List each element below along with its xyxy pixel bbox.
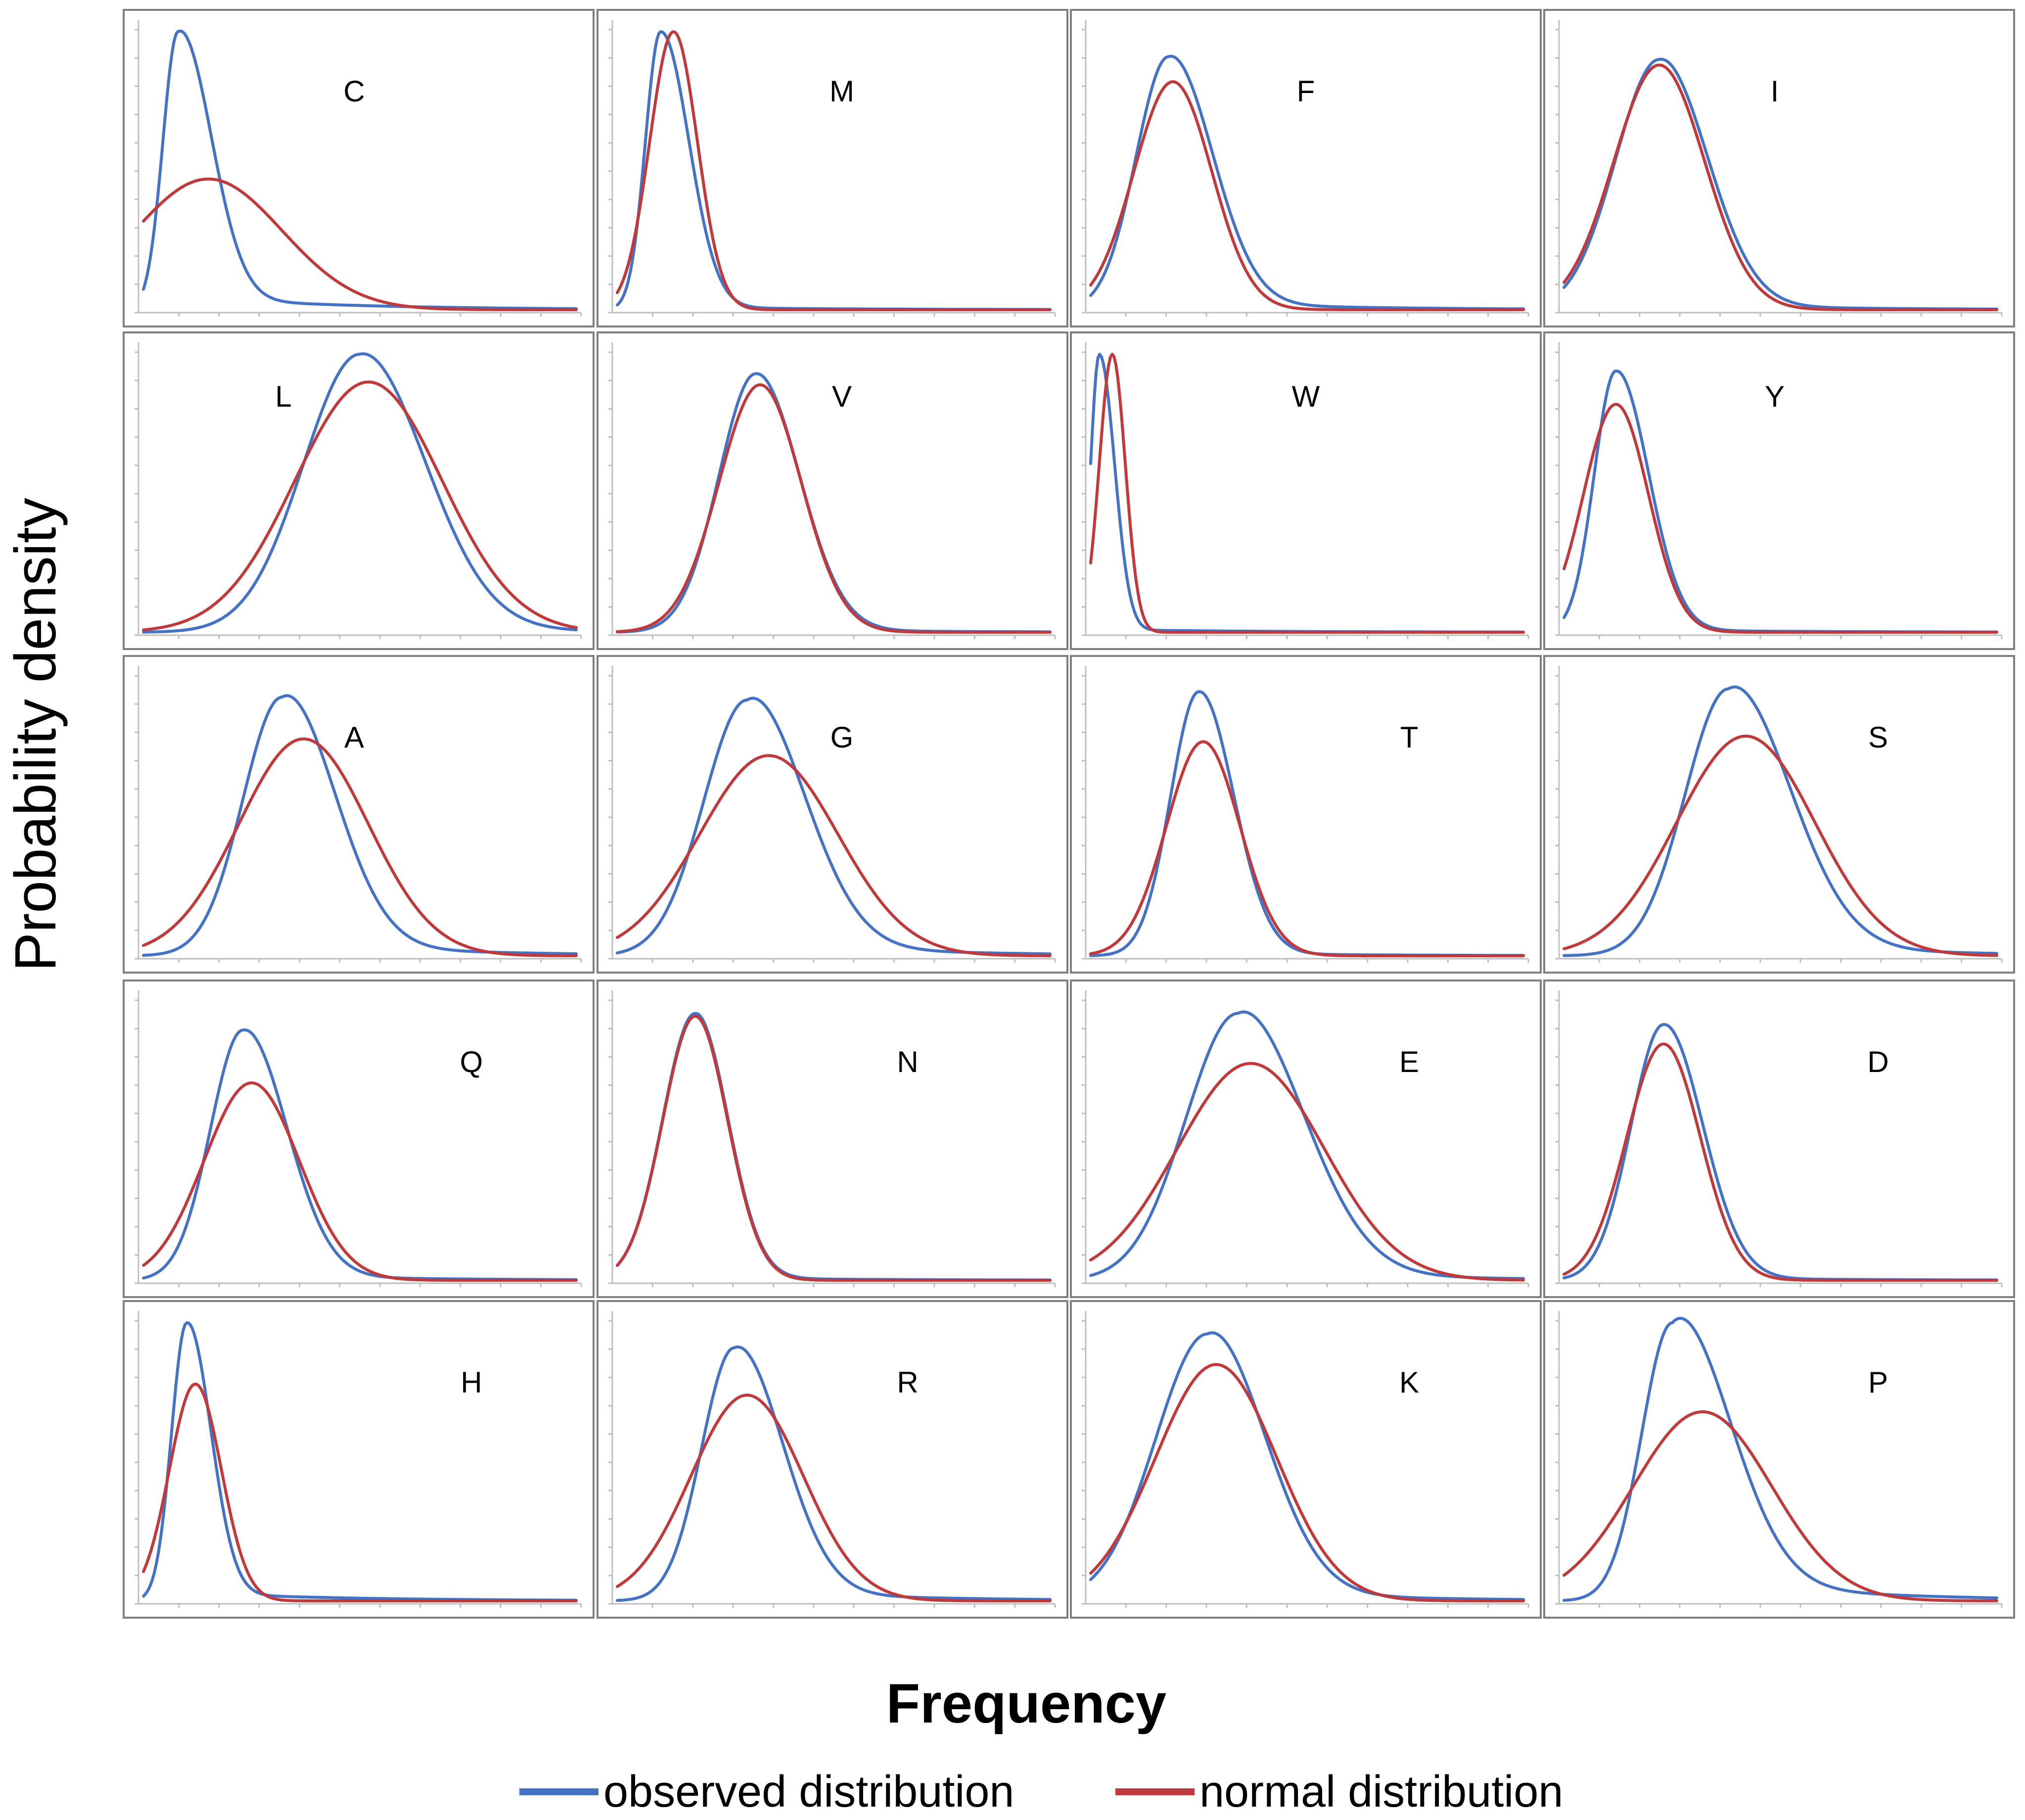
normal-curve-t — [1089, 740, 1525, 957]
panel-v: V — [597, 331, 1068, 650]
panel-frame — [1543, 655, 2015, 974]
panel-label: A — [344, 721, 364, 754]
observed-curve-k — [1089, 1331, 1525, 1601]
normal-curve-q — [142, 1081, 578, 1282]
panel-frame — [1070, 331, 1542, 650]
panel-c: C — [123, 9, 595, 327]
panel-frame — [123, 1300, 595, 1619]
panel-w: W — [1070, 331, 1542, 650]
panel-r: R — [597, 1300, 1068, 1619]
panel-label: G — [830, 721, 854, 754]
panel-frame — [597, 655, 1068, 974]
panel-n: N — [597, 980, 1068, 1298]
panel-frame — [123, 331, 595, 650]
panel-a: A — [123, 655, 595, 974]
legend-observed-label: observed distribution — [603, 1767, 1014, 1817]
panel-label: Q — [460, 1045, 483, 1078]
panel-k: K — [1070, 1300, 1542, 1619]
normal-curve-k — [1089, 1363, 1525, 1602]
panel-m: M — [597, 9, 1068, 327]
normal-curve-f — [1089, 80, 1525, 311]
panel-label: K — [1399, 1366, 1419, 1399]
normal-curve-p — [1563, 1410, 1998, 1602]
panel-f: F — [1070, 9, 1542, 327]
panel-frame — [1070, 655, 1542, 974]
observed-curve-l — [142, 352, 578, 634]
panel-y: Y — [1543, 331, 2015, 650]
panel-e: E — [1070, 980, 1542, 1298]
panel-label: S — [1868, 721, 1888, 754]
panel-s: S — [1543, 655, 2015, 974]
panel-i: I — [1543, 9, 2015, 327]
panel-frame — [597, 331, 1068, 650]
panel-t: T — [1070, 655, 1542, 974]
normal-curve-c — [142, 177, 578, 311]
panel-h: H — [123, 1300, 595, 1619]
panel-frame — [1543, 1300, 2015, 1619]
normal-curve-m — [616, 30, 1052, 311]
normal-curve-l — [142, 380, 578, 632]
y-axis-label: Probability density — [3, 498, 68, 972]
normal-curve-g — [616, 754, 1052, 957]
normal-curve-s — [1563, 735, 1998, 957]
panel-frame — [123, 655, 595, 974]
panel-label: H — [460, 1366, 482, 1399]
panel-label: V — [832, 380, 852, 413]
panel-label: I — [1771, 75, 1779, 108]
normal-curve-d — [1563, 1042, 1998, 1282]
normal-curve-e — [1089, 1062, 1525, 1282]
panel-label: F — [1297, 75, 1315, 108]
panel-l: L — [123, 331, 595, 650]
panel-frame — [1543, 9, 2015, 327]
panel-frame — [597, 980, 1068, 1298]
panels-grid: C M F I L V W Y A G T S Q N E D H R K P — [123, 9, 2015, 1619]
panel-label: Y — [1765, 380, 1785, 413]
panel-label: W — [1292, 380, 1320, 413]
legend-normal-label: normal distribution — [1199, 1767, 1563, 1817]
panel-frame — [1070, 980, 1542, 1298]
panel-label: D — [1867, 1045, 1888, 1078]
panel-label: L — [275, 380, 291, 413]
panel-frame — [597, 9, 1068, 327]
observed-curve-r — [616, 1345, 1052, 1602]
panel-label: R — [897, 1366, 918, 1399]
panel-frame — [1543, 980, 2015, 1298]
normal-curve-a — [142, 737, 578, 957]
panel-q: Q — [123, 980, 595, 1298]
observed-curve-c — [142, 29, 578, 310]
panel-frame — [1543, 331, 2015, 650]
panel-label: T — [1400, 721, 1419, 754]
panel-label: M — [829, 75, 854, 108]
normal-curve-i — [1563, 63, 1998, 311]
panel-d: D — [1543, 980, 2015, 1298]
panel-frame — [1070, 9, 1542, 327]
panel-frame — [123, 9, 595, 327]
normal-curve-w — [1089, 353, 1525, 634]
panel-frame — [1070, 1300, 1542, 1619]
normal-curve-h — [142, 1382, 578, 1602]
observed-curve-p — [1563, 1316, 1998, 1602]
panel-frame — [123, 980, 595, 1298]
normal-curve-n — [616, 1015, 1052, 1282]
legend: observed distribution normal distributio… — [519, 1767, 1563, 1817]
panel-p: P — [1543, 1300, 2015, 1619]
panel-label: E — [1399, 1045, 1419, 1078]
panel-label: C — [343, 75, 365, 108]
panel-label: P — [1868, 1366, 1888, 1399]
panel-label: N — [897, 1045, 918, 1078]
panel-g: G — [597, 655, 1068, 974]
x-axis-label: Frequency — [886, 1673, 1166, 1734]
normal-curve-v — [616, 383, 1052, 634]
normal-curve-r — [616, 1394, 1052, 1602]
normal-curve-y — [1563, 403, 1998, 634]
